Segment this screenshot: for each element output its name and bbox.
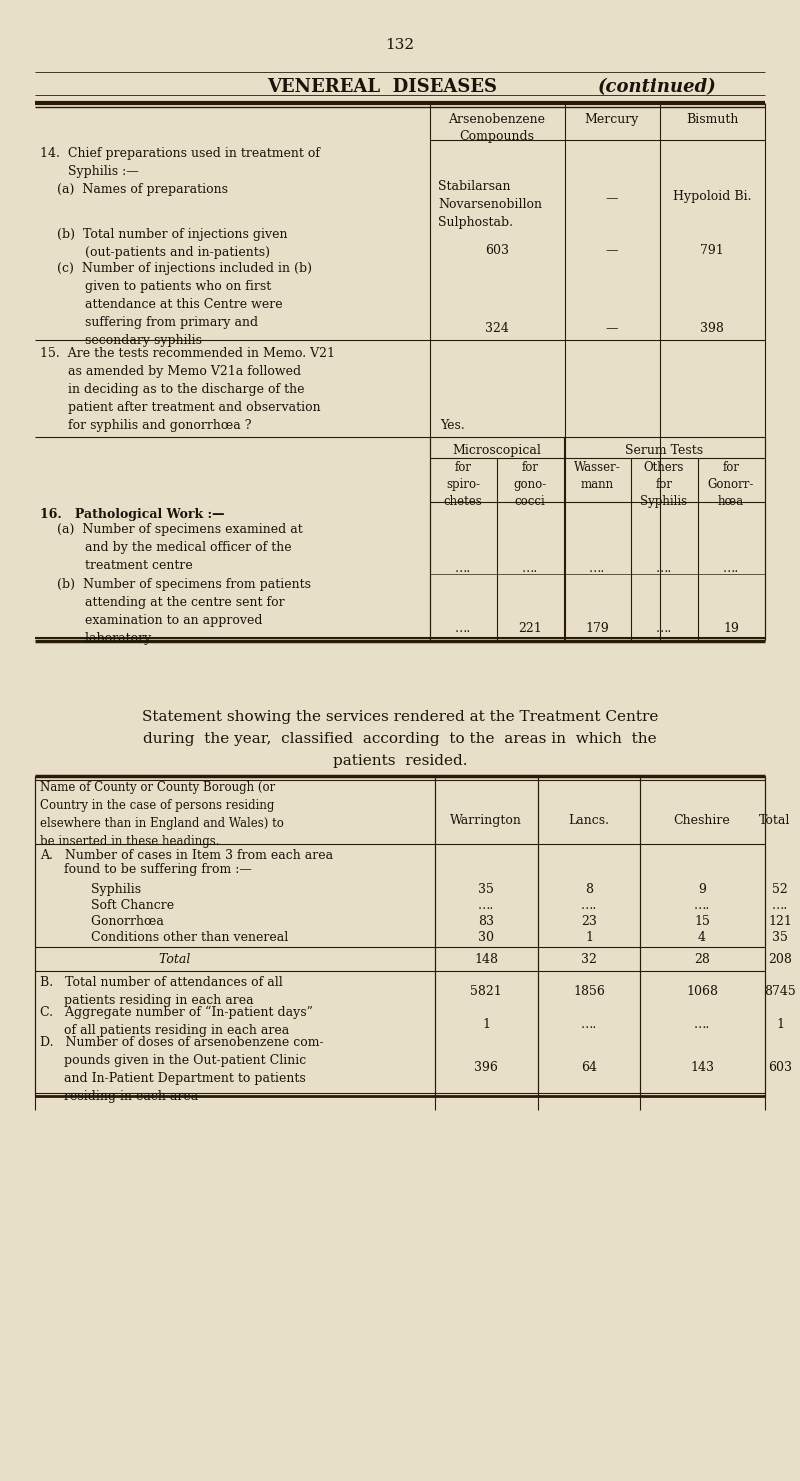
Text: Total: Total [759, 815, 790, 826]
Text: 28: 28 [694, 952, 710, 966]
Text: (a)  Number of specimens examined at
       and by the medical officer of the
  : (a) Number of specimens examined at and … [57, 523, 302, 572]
Text: (b)  Number of specimens from patients
       attending at the centre sent for
 : (b) Number of specimens from patients at… [57, 578, 311, 646]
Text: 1068: 1068 [686, 985, 718, 998]
Text: ….: …. [694, 1017, 710, 1031]
Text: 221: 221 [518, 622, 542, 635]
Text: Gonorrhœa: Gonorrhœa [55, 915, 164, 929]
Text: ….: …. [455, 622, 471, 635]
Text: Total: Total [95, 952, 190, 966]
Text: for
gono-
cocci: for gono- cocci [514, 461, 546, 508]
Text: ….: …. [694, 899, 710, 912]
Text: during  the year,  classified  according  to the  areas in  which  the: during the year, classified according to… [143, 732, 657, 746]
Text: found to be suffering from :—: found to be suffering from :— [40, 863, 252, 875]
Text: (a)  Names of preparations: (a) Names of preparations [57, 184, 228, 195]
Text: (continued): (continued) [598, 78, 717, 96]
Text: patients  resided.: patients resided. [333, 754, 467, 769]
Text: 35: 35 [478, 883, 494, 896]
Text: Syphilis: Syphilis [55, 883, 141, 896]
Text: (b)  Total number of injections given
       (out-patients and in-patients): (b) Total number of injections given (ou… [57, 228, 287, 259]
Text: Soft Chancre: Soft Chancre [55, 899, 174, 912]
Text: ….: …. [455, 561, 471, 575]
Text: 8745: 8745 [764, 985, 796, 998]
Text: ….: …. [723, 561, 739, 575]
Text: 1856: 1856 [573, 985, 605, 998]
Text: Bismuth: Bismuth [686, 113, 738, 126]
Text: ….: …. [581, 899, 597, 912]
Text: 1: 1 [585, 932, 593, 943]
Text: 1: 1 [482, 1017, 490, 1031]
Text: Name of County or County Borough (or
Country in the case of persons residing
els: Name of County or County Borough (or Cou… [40, 780, 284, 849]
Text: 324: 324 [485, 321, 509, 335]
Text: B.   Total number of attendances of all
      patients residing in each area: B. Total number of attendances of all pa… [40, 976, 282, 1007]
Text: Arsenobenzene
Compounds: Arsenobenzene Compounds [449, 113, 546, 144]
Text: VENEREAL  DISEASES: VENEREAL DISEASES [267, 78, 510, 96]
Text: 143: 143 [690, 1060, 714, 1074]
Text: 148: 148 [474, 952, 498, 966]
Text: Cheshire: Cheshire [674, 815, 730, 826]
Text: 15.  Are the tests recommended in Memo. V21
       as amended by Memo V21a follo: 15. Are the tests recommended in Memo. V… [40, 347, 335, 432]
Text: 30: 30 [478, 932, 494, 943]
Text: —: — [606, 244, 618, 258]
Text: 132: 132 [386, 39, 414, 52]
Text: 791: 791 [700, 244, 724, 258]
Text: 398: 398 [700, 321, 724, 335]
Text: 23: 23 [581, 915, 597, 929]
Text: ….: …. [522, 561, 538, 575]
Text: ….: …. [656, 622, 672, 635]
Text: Microscopical: Microscopical [453, 444, 542, 458]
Text: 16.   Pathological Work :—: 16. Pathological Work :— [40, 508, 225, 521]
Text: Serum Tests: Serum Tests [625, 444, 703, 458]
Text: 64: 64 [581, 1060, 597, 1074]
Text: 603: 603 [485, 244, 509, 258]
Text: 179: 179 [585, 622, 609, 635]
Text: Lancs.: Lancs. [569, 815, 610, 826]
Text: C.   Aggregate number of “In-patient days”
      of all patients residing in eac: C. Aggregate number of “In-patient days”… [40, 1006, 313, 1037]
Text: ….: …. [581, 1017, 597, 1031]
Text: for
Gonorr-
hœa: for Gonorr- hœa [708, 461, 754, 508]
Text: Warrington: Warrington [450, 815, 522, 826]
Text: 121: 121 [768, 915, 792, 929]
Text: 5821: 5821 [470, 985, 502, 998]
Text: 396: 396 [474, 1060, 498, 1074]
Text: Others
for
Syphilis: Others for Syphilis [641, 461, 687, 508]
Text: Hypoloid Bi.: Hypoloid Bi. [673, 190, 751, 203]
Text: 603: 603 [768, 1060, 792, 1074]
Text: ….: …. [656, 561, 672, 575]
Text: Conditions other than venereal: Conditions other than venereal [55, 932, 288, 943]
Text: —: — [606, 321, 618, 335]
Text: for
spiro-
chetes: for spiro- chetes [444, 461, 482, 508]
Text: (c)  Number of injections included in (b)
       given to patients who on first
: (c) Number of injections included in (b)… [57, 262, 312, 347]
Text: Wasser-
mann: Wasser- mann [574, 461, 620, 492]
Text: —: — [606, 193, 618, 204]
Text: 9: 9 [698, 883, 706, 896]
Text: ….: …. [772, 899, 788, 912]
Text: 32: 32 [581, 952, 597, 966]
Text: ….: …. [478, 899, 494, 912]
Text: 208: 208 [768, 952, 792, 966]
Text: 52: 52 [772, 883, 788, 896]
Text: Mercury: Mercury [585, 113, 639, 126]
Text: D.   Number of doses of arsenobenzene com-
      pounds given in the Out-patient: D. Number of doses of arsenobenzene com-… [40, 1037, 324, 1103]
Text: 4: 4 [698, 932, 706, 943]
Text: 8: 8 [585, 883, 593, 896]
Text: Stabilarsan
Novarsenobillon
Sulphostab.: Stabilarsan Novarsenobillon Sulphostab. [438, 181, 542, 230]
Text: ….: …. [589, 561, 605, 575]
Text: 19: 19 [723, 622, 739, 635]
Text: A.   Number of cases in Item 3 from each area: A. Number of cases in Item 3 from each a… [40, 849, 333, 862]
Text: Statement showing the services rendered at the Treatment Centre: Statement showing the services rendered … [142, 709, 658, 724]
Text: 1: 1 [776, 1017, 784, 1031]
Text: 14.  Chief preparations used in treatment of
       Syphilis :—: 14. Chief preparations used in treatment… [40, 147, 320, 178]
Text: 15: 15 [694, 915, 710, 929]
Text: 83: 83 [478, 915, 494, 929]
Text: Yes.: Yes. [440, 419, 465, 432]
Text: 35: 35 [772, 932, 788, 943]
